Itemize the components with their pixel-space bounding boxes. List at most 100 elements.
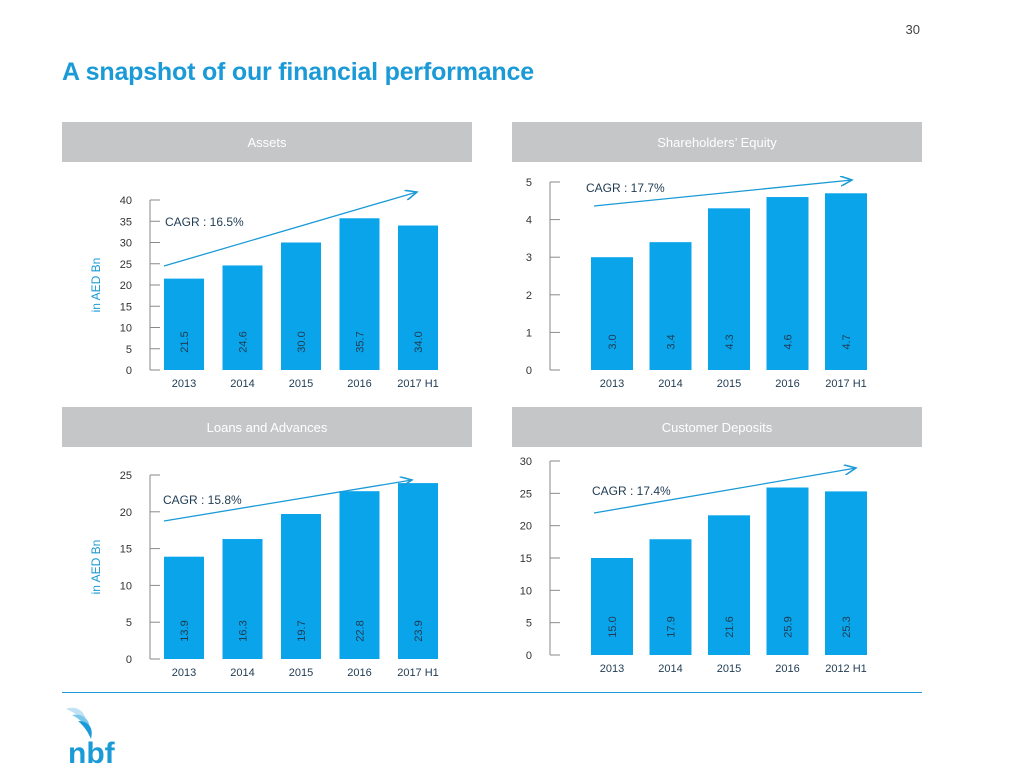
page-number: 30 xyxy=(905,22,920,37)
loans-y-tick-label: 25 xyxy=(120,470,132,482)
nbf-logo: nbf xyxy=(66,707,116,767)
assets-y-tick-label: 35 xyxy=(120,216,132,228)
deposits-y-tick-label: 10 xyxy=(520,585,532,597)
deposits-trend-arrow xyxy=(593,468,856,514)
equity-x-tick-label: 2017 H1 xyxy=(825,378,867,390)
deposits-x-tick-label: 2012 H1 xyxy=(825,663,867,675)
loans-advances-chart-panel: Loans and Advances 0 5 10 15 20 25 in AED Bn 13… xyxy=(62,407,472,697)
loans-bar-value-label: 23.9 xyxy=(413,620,425,641)
shareholders-equity-chart: 012345in AED Bn3.020133.420144.320154.62… xyxy=(526,122,867,390)
assets-bar xyxy=(164,278,204,370)
equity-x-tick-label: 2013 xyxy=(600,378,624,390)
equity-y-tick-label: 1 xyxy=(526,327,532,339)
deposits-y-tick-label: 15 xyxy=(520,553,532,565)
equity-bar-value-label: 3.0 xyxy=(607,334,619,349)
customer-deposits-chart-panel: Customer Deposits 051015202530in AED Bn1… xyxy=(512,407,922,697)
loans-y-tick-label: 10 xyxy=(120,580,132,592)
loans-bar-value-label: 22.8 xyxy=(355,620,367,641)
equity-bar xyxy=(825,193,867,370)
assets-cagr-annotation: CAGR : 16.5% xyxy=(165,215,244,229)
loans-y-tick-label: 5 xyxy=(126,617,132,629)
equity-x-tick-label: 2016 xyxy=(775,378,799,390)
loans-advances-chart: 0 5 10 15 20 25 in AED Bn 13.9 2013 16.3 2014 19.7 2… xyxy=(89,470,439,679)
loans-x-tick-label: 2016 xyxy=(347,667,371,679)
assets-x-tick-label: 2017 H1 xyxy=(397,378,439,390)
equity-bar-value-label: 4.3 xyxy=(724,334,736,349)
deposits-y-tick-label: 5 xyxy=(526,618,532,630)
assets-y-tick-label: 10 xyxy=(120,323,132,335)
loans-bar-value-label: 19.7 xyxy=(296,620,308,641)
assets-y-axis-label: in AED Bn xyxy=(89,258,103,313)
page-title: A snapshot of our financial performance xyxy=(62,58,534,86)
customer-deposits-chart-title: Customer Deposits xyxy=(512,407,922,447)
loans-y-axis-label: in AED Bn xyxy=(89,540,103,595)
deposits-x-tick-label: 2014 xyxy=(658,663,682,675)
loans-x-tick-label: 2014 xyxy=(230,667,254,679)
equity-bar-value-label: 4.7 xyxy=(841,334,853,349)
assets-bar-value-label: 34.0 xyxy=(413,331,425,352)
assets-trend-arrow xyxy=(163,192,417,267)
shareholders-equity-chart-panel: Shareholders’ Equity 012345in AED Bn3.02… xyxy=(512,122,922,412)
deposits-bar-value-label: 17.9 xyxy=(666,616,678,637)
loans-x-tick-label: 2017 H1 xyxy=(397,667,439,679)
loans-y-tick-label: 0 xyxy=(126,654,132,666)
shareholders-equity-chart-title: Shareholders’ Equity xyxy=(512,122,922,162)
assets-bar-value-label: 21.5 xyxy=(179,331,191,352)
deposits-y-tick-label: 30 xyxy=(520,456,532,468)
deposits-cagr-annotation: CAGR : 17.4% xyxy=(592,484,671,498)
loans-trend-arrow xyxy=(163,480,412,522)
assets-y-tick-label: 25 xyxy=(120,259,132,271)
equity-cagr-annotation: CAGR : 17.7% xyxy=(586,181,665,195)
loans-bar-value-label: 16.3 xyxy=(238,620,250,641)
assets-chart: 0 5 10 15 20 25 30 35 40 in AED Bn 21.5 2013 24.6 201… xyxy=(89,122,439,390)
loans-bar-value-label: 13.9 xyxy=(179,620,191,641)
assets-bar xyxy=(222,265,263,370)
assets-y-tick-label: 20 xyxy=(120,280,132,292)
assets-y-tick-label: 40 xyxy=(120,195,132,207)
equity-y-tick-label: 0 xyxy=(526,365,532,377)
equity-y-tick-label: 3 xyxy=(526,252,532,264)
deposits-y-tick-label: 20 xyxy=(520,521,532,533)
equity-y-tick-label: 4 xyxy=(526,215,532,227)
equity-x-tick-label: 2014 xyxy=(658,378,682,390)
assets-x-tick-label: 2013 xyxy=(172,378,196,390)
assets-y-tick-label: 0 xyxy=(126,365,132,377)
deposits-bar xyxy=(766,487,809,655)
deposits-bar-value-label: 21.6 xyxy=(724,616,736,637)
equity-bar xyxy=(649,242,692,370)
deposits-x-tick-label: 2013 xyxy=(600,663,624,675)
deposits-bar xyxy=(708,515,750,655)
equity-y-tick-label: 2 xyxy=(526,290,532,302)
equity-y-tick-label: 5 xyxy=(526,177,532,189)
assets-bar-value-label: 24.6 xyxy=(238,331,250,352)
assets-x-tick-label: 2015 xyxy=(289,378,313,390)
loans-bar xyxy=(164,556,204,659)
equity-x-tick-label: 2015 xyxy=(717,378,741,390)
assets-chart-panel: Assets 0 5 10 15 20 25 30 35 40 in AED Bn 21.5 2013… xyxy=(62,122,472,412)
assets-bar xyxy=(339,218,380,370)
loans-bar xyxy=(281,514,321,659)
loans-cagr-annotation: CAGR : 15.8% xyxy=(163,493,242,507)
equity-bar xyxy=(708,208,750,370)
assets-bar-value-label: 30.0 xyxy=(296,331,308,352)
deposits-bar-value-label: 15.0 xyxy=(607,616,619,637)
assets-x-tick-label: 2014 xyxy=(230,378,254,390)
loans-bar xyxy=(398,483,438,659)
loans-y-tick-label: 15 xyxy=(120,544,132,556)
assets-y-tick-label: 30 xyxy=(120,238,132,250)
nbf-logo-wave-icon xyxy=(66,707,92,739)
deposits-bar xyxy=(825,491,867,655)
equity-bar xyxy=(591,257,633,370)
deposits-bar xyxy=(649,539,692,655)
loans-advances-chart-title: Loans and Advances xyxy=(62,407,472,447)
deposits-x-tick-label: 2016 xyxy=(775,663,799,675)
deposits-y-tick-label: 25 xyxy=(520,488,532,500)
deposits-y-tick-label: 0 xyxy=(526,650,532,662)
loans-bar xyxy=(339,491,380,659)
nbf-logo-wordmark: nbf xyxy=(68,737,116,767)
assets-bar xyxy=(281,242,321,370)
deposits-x-tick-label: 2015 xyxy=(717,663,741,675)
loans-x-tick-label: 2015 xyxy=(289,667,313,679)
assets-bar-value-label: 35.7 xyxy=(355,331,367,352)
loans-y-tick-label: 20 xyxy=(120,507,132,519)
